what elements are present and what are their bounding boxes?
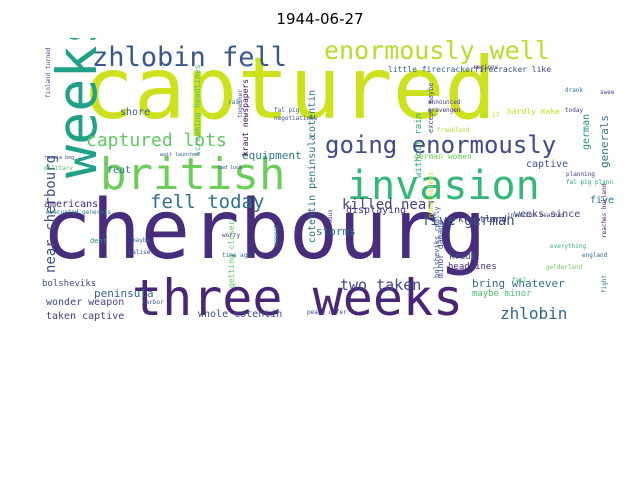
- cloud-word: everything: [550, 243, 587, 250]
- cloud-word: frankland: [437, 127, 470, 134]
- cloud-word: shore: [120, 107, 151, 118]
- cloud-word: negotiations: [274, 115, 318, 122]
- cloud-word: fal pig planning: [566, 179, 614, 186]
- cloud-word: storms: [316, 225, 356, 238]
- cloud-word: together: [237, 89, 244, 118]
- cloud-word: invasion reaches: [507, 212, 565, 219]
- cloud-word: fell today: [150, 191, 265, 213]
- cloud-word: harbor: [142, 299, 164, 306]
- cloud-word: fight: [601, 274, 608, 293]
- cloud-word: german: [581, 113, 592, 150]
- cloud-word: moment: [273, 224, 280, 246]
- cloud-word: captured lots: [86, 130, 227, 151]
- cloud-word: sweet: [600, 89, 614, 96]
- cloud-word: german women: [414, 152, 472, 161]
- cloud-word: cotentin peninsula: [307, 134, 318, 243]
- cloud-word: taken captive: [46, 311, 125, 322]
- cloud-word: bolsheviks: [42, 279, 97, 289]
- cloud-word: captured: [82, 39, 497, 139]
- cloud-word: invasion: [347, 163, 540, 209]
- cloud-word: july 27: [474, 112, 500, 119]
- cloud-word: weeks since: [514, 209, 581, 220]
- cloud-word: drank: [565, 87, 584, 94]
- cloud-word: krautland: [458, 215, 507, 225]
- cloud-word: going enormously: [325, 131, 557, 159]
- cloud-word: screaming headlines: [193, 64, 202, 156]
- cloud-word: england: [582, 252, 608, 259]
- cloud-word: planning: [566, 171, 595, 178]
- cloud-word: finland turned: [45, 47, 52, 98]
- cloud-word: gelderland: [546, 264, 583, 271]
- cloud-word: fail: [512, 277, 527, 284]
- cloud-word: zhlobin: [500, 304, 568, 323]
- chart-title: 1944-06-27: [276, 10, 364, 28]
- cloud-word: generals: [598, 115, 611, 168]
- cloud-word: today: [565, 107, 584, 114]
- cloud-word: maybe: [132, 237, 151, 244]
- cloud-word: five german: [422, 213, 515, 229]
- cloud-word: realise: [125, 249, 151, 256]
- cloud-word: two taken: [340, 276, 422, 294]
- cloud-word: little firecracker: [388, 65, 475, 74]
- cloud-word: without rain: [414, 112, 424, 178]
- cloud-word: fal pig: [274, 107, 300, 114]
- cloud-word: displaying: [346, 205, 407, 216]
- cloud-word: wait launched: [160, 152, 200, 158]
- cloud-word: captive: [526, 159, 569, 170]
- cloud-word: enormous: [327, 209, 334, 238]
- cloud-word: gravengen: [428, 107, 461, 114]
- cloud-word: kraut: [449, 252, 477, 262]
- cloud-word: british: [100, 149, 286, 200]
- cloud-word: killed near: [342, 197, 435, 213]
- cloud-word: regions: [473, 64, 499, 71]
- cloud-word: time ago: [222, 252, 251, 259]
- cloud-word: cherbourg: [42, 183, 487, 278]
- cloud-word: bolsheviks really: [433, 206, 441, 278]
- cloud-word: russia beg: [44, 155, 75, 161]
- cloud-word: peace offer: [307, 309, 347, 316]
- cloud-word: enormously well: [324, 38, 550, 65]
- cloud-word: firecracker like: [474, 65, 552, 74]
- cloud-word: five: [590, 195, 614, 206]
- cloud-word: maybe minor: [472, 289, 532, 299]
- cloud-word: cotentin: [307, 89, 318, 138]
- cloud-word: bad luck: [218, 165, 243, 171]
- cloud-word: worry: [222, 232, 241, 239]
- cloud-word: bring whatever: [472, 277, 565, 290]
- cloud-word: reaches holland: [601, 183, 608, 238]
- cloud-word: whole cotentin: [198, 309, 283, 320]
- cloud-word: three weeks: [132, 269, 464, 326]
- cloud-word: wonder weapon: [46, 297, 125, 308]
- cloud-word: equipment: [242, 149, 302, 162]
- cloud-word: peninsula: [94, 287, 154, 300]
- cloud-word: headlines: [448, 262, 497, 272]
- cloud-word: evacuated generals: [46, 209, 112, 216]
- cloud-word: feat: [107, 165, 132, 176]
- cloud-word: dent: [90, 237, 107, 245]
- cloud-word: zhlobin fell: [92, 42, 288, 73]
- word-cloud: captured cherbourg three weeks invasion brit…: [42, 38, 614, 326]
- cloud-word: rain: [228, 99, 243, 106]
- cloud-word: announced: [428, 99, 461, 106]
- cloud-word: military: [44, 165, 73, 172]
- cloud-word: hardly make: [507, 107, 560, 116]
- cloud-word: americans: [44, 199, 99, 210]
